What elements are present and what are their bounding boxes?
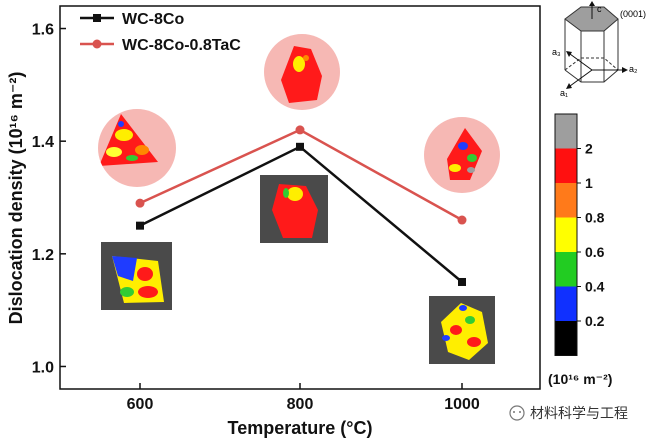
legend-label-wc-8co: WC-8Co	[122, 11, 184, 28]
tac-inset-600	[98, 109, 176, 187]
y-tick-label: 1.2	[32, 247, 54, 264]
colorbar-segment	[555, 183, 577, 218]
data-point	[457, 215, 467, 225]
legend-marker-wc-8co	[93, 14, 101, 22]
y-tick-label: 1.4	[32, 134, 54, 151]
legend: WC-8Co WC-8Co-0.8TaC	[80, 11, 241, 54]
wechat-icon	[509, 405, 525, 421]
colorbar-segment	[555, 321, 577, 356]
series-layer	[135, 125, 467, 286]
x-tick-label: 1000	[444, 396, 480, 413]
data-point	[135, 198, 145, 208]
y-tick-label: 1.0	[32, 359, 54, 376]
data-point	[458, 277, 466, 286]
co-inset-800	[260, 175, 328, 243]
y-tick-label: 1.6	[32, 22, 54, 39]
tac-inset-1000	[424, 117, 500, 193]
crystal-a2-label: a₂	[629, 64, 638, 74]
colorbar-tick-label: 0.8	[585, 210, 605, 226]
x-axis-label: Temperature (°C)	[228, 418, 373, 438]
colorbar-unit: (10¹⁶ m⁻²)	[548, 371, 612, 387]
colorbar-segment	[555, 217, 577, 252]
colorbar-tick-label: 0.6	[585, 244, 605, 260]
colorbar-segment	[555, 114, 577, 149]
x-tick-label: 800	[287, 396, 314, 413]
legend-label-wc-8co-tac: WC-8Co-0.8TaC	[122, 37, 241, 54]
colorbar-tick-label: 1	[585, 175, 593, 191]
data-point	[295, 125, 305, 135]
data-point	[296, 142, 304, 151]
colorbar-tick-label: 0.4	[585, 279, 605, 295]
tac-inset-800	[264, 34, 340, 110]
crystal-plane-label: (0001)	[620, 9, 646, 19]
hexagonal-crystal-diagram: c (0001) a₁ a₂ a₃	[552, 1, 646, 98]
colorbar: 2 1 0.8 0.6 0.4 0.2	[554, 113, 605, 356]
colorbar-segment	[555, 148, 577, 183]
colorbar-frame	[554, 113, 578, 356]
watermark-text: 材料科学与工程	[530, 406, 628, 422]
x-tick-label: 600	[127, 396, 154, 413]
co-inset-1000	[429, 296, 495, 364]
y-axis-label: Dislocation density (10¹⁶ m⁻²)	[6, 72, 26, 325]
data-point	[136, 221, 144, 230]
x-ticks: 600 800 1000	[127, 383, 480, 413]
colorbar-tick-label: 0.2	[585, 313, 605, 329]
colorbar-segment	[555, 252, 577, 287]
crystal-a1-label: a₁	[560, 88, 568, 98]
y-ticks: 1.0 1.2 1.4 1.6	[32, 22, 66, 376]
legend-marker-wc-8co-tac	[92, 39, 102, 49]
crystal-a3-label: a₃	[552, 47, 561, 57]
crystal-c-label: c	[597, 4, 602, 14]
colorbar-segment	[555, 286, 577, 321]
colorbar-tick-label: 2	[585, 141, 593, 157]
co-inset-600	[101, 242, 172, 310]
watermark: 材料科学与工程	[509, 405, 628, 422]
